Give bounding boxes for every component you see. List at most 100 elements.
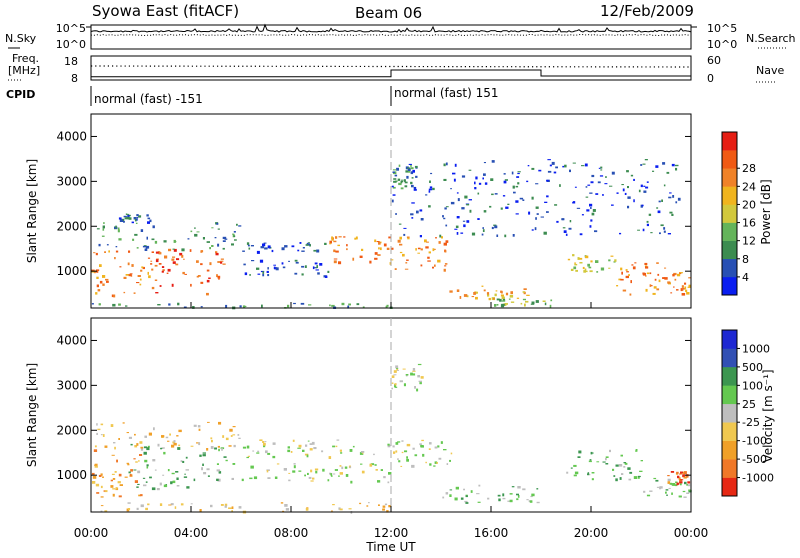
scatter-cell [471, 296, 475, 298]
scatter-cell [210, 446, 214, 449]
scatter-cell [92, 481, 96, 484]
y-tick-label: 4000 [56, 333, 87, 347]
scatter-cell [428, 205, 431, 208]
scatter-cell [420, 218, 424, 221]
scatter-cell [377, 480, 381, 483]
scatter-cell [677, 475, 680, 479]
scatter-cell [126, 432, 129, 434]
scatter-cell [233, 444, 236, 448]
scatter-cell [406, 456, 408, 459]
scatter-cell [359, 255, 363, 258]
nave-step-line [91, 69, 691, 78]
scatter-cell [685, 474, 689, 478]
scatter-cell [313, 447, 317, 450]
scatter-cell [306, 454, 309, 458]
velocity-colorbar-label: Velocity [m s⁻¹] [761, 369, 775, 462]
nsearch-label: N.Search [746, 32, 796, 45]
scatter-cell [360, 451, 365, 453]
scatter-cell [177, 447, 181, 450]
scatter-cell [562, 227, 566, 229]
scatter-cell [231, 506, 234, 509]
scatter-cell [566, 471, 569, 474]
scatter-cell [525, 300, 529, 303]
scatter-cell [283, 468, 287, 471]
scatter-cell [335, 250, 339, 253]
scatter-cell [688, 277, 691, 279]
scatter-cell [511, 486, 515, 488]
scatter-cell [438, 241, 441, 244]
scatter-cell [217, 243, 220, 247]
scatter-cell [598, 167, 601, 169]
scatter-cell [305, 508, 309, 511]
scatter-cell [393, 374, 397, 376]
scatter-cell [143, 451, 147, 455]
scatter-cell [314, 262, 318, 265]
scatter-cell [250, 245, 254, 247]
scatter-cell [152, 459, 156, 462]
power-panel: 1000 2000 3000 4000 Slant Range [km] [25, 113, 692, 310]
scatter-cell [143, 484, 147, 487]
scatter-cell [136, 282, 140, 284]
scatter-cell [95, 483, 100, 487]
scatter-cell [151, 487, 156, 491]
scatter-cell [477, 501, 481, 503]
scatter-cell [165, 436, 169, 439]
scatter-cell [429, 180, 431, 183]
scatter-cell [308, 242, 310, 244]
scatter-cell [519, 197, 524, 200]
scatter-cell [632, 266, 636, 270]
scatter-cell [220, 504, 224, 506]
scatter-cell [128, 471, 131, 474]
scatter-cell [515, 200, 519, 203]
scatter-cell [145, 481, 148, 483]
scatter-cell [465, 495, 468, 498]
scatter-cell [262, 271, 265, 274]
scatter-cell [487, 294, 490, 297]
scatter-cell [139, 441, 143, 444]
scatter-cell [553, 171, 557, 174]
scatter-cell [229, 428, 233, 432]
scatter-cell [126, 213, 130, 215]
scatter-cell [103, 222, 105, 224]
scatter-cell [329, 243, 332, 245]
scatter-cell [664, 267, 667, 269]
scatter-cell [415, 248, 417, 251]
scatter-cell [535, 183, 539, 185]
scatter-cell [624, 462, 628, 465]
scatter-cell [117, 227, 120, 230]
scatter-cell [686, 484, 688, 486]
scatter-cell [261, 304, 263, 308]
scatter-cell [628, 274, 630, 276]
scatter-cell [156, 488, 160, 491]
scatter-cell [674, 278, 677, 281]
colorbar-tick-label: -500 [742, 453, 767, 466]
scatter-cell [662, 162, 666, 165]
scatter-cell [130, 469, 133, 472]
scatter-cell [331, 510, 333, 513]
scatter-cell [640, 184, 643, 188]
colorbar-tick-label: 28 [742, 162, 756, 175]
scatter-cell [104, 251, 106, 253]
scatter-cell [170, 503, 174, 506]
scatter-cell [420, 248, 423, 251]
scatter-cell [128, 250, 131, 253]
scatter-cell [250, 465, 254, 469]
scatter-cell [355, 236, 358, 240]
scatter-cell [91, 303, 94, 305]
scatter-cell [288, 479, 291, 482]
scatter-cell [626, 170, 629, 173]
scatter-cell [114, 471, 117, 473]
scatter-cell [475, 176, 478, 180]
scatter-cell [413, 187, 417, 189]
scatter-cell [650, 285, 653, 287]
scatter-cell [343, 236, 346, 238]
scatter-cell [171, 472, 175, 475]
scatter-cell [157, 304, 161, 306]
scatter-cell [397, 369, 399, 371]
scatter-cell [657, 210, 661, 214]
scatter-cell [449, 489, 453, 491]
scatter-cell [136, 486, 139, 488]
x-tick-label: 20:00 [574, 526, 609, 540]
scatter-cell [675, 481, 678, 484]
scatter-cell [310, 480, 314, 482]
